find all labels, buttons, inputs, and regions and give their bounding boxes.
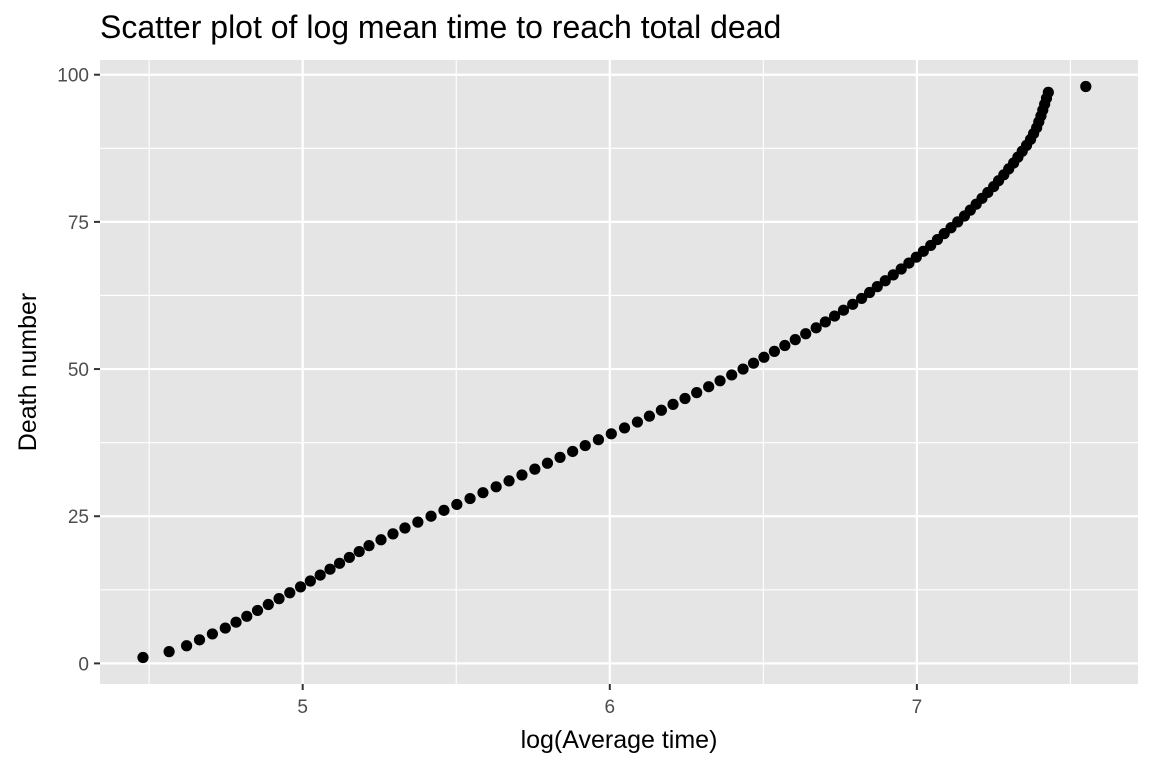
minor-gridlines — [100, 60, 1138, 684]
data-point — [726, 369, 738, 381]
data-point — [399, 522, 411, 534]
data-point — [284, 587, 296, 599]
x-tick-label: 7 — [912, 697, 923, 718]
data-point — [304, 575, 316, 587]
data-point — [837, 304, 850, 316]
data-point — [847, 298, 859, 310]
data-point — [314, 569, 326, 581]
axis-tick-labels: 5 6 7 0 25 50 75 100 — [57, 66, 922, 718]
data-point — [703, 381, 715, 393]
data-point — [592, 434, 605, 446]
data-point — [137, 651, 149, 664]
y-axis-title: Death number — [14, 293, 42, 451]
data-point — [363, 540, 375, 552]
data-point — [828, 310, 841, 322]
data-point — [768, 345, 780, 357]
data-point — [655, 404, 667, 416]
data-point — [503, 475, 515, 487]
data-points — [137, 80, 1092, 664]
y-tick-label: 50 — [68, 360, 89, 381]
data-point — [871, 281, 883, 293]
data-point — [230, 616, 242, 628]
data-point — [679, 392, 691, 405]
data-point — [324, 563, 336, 575]
chart-title: Scatter plot of log mean time to reach t… — [100, 9, 781, 45]
data-point — [879, 275, 891, 287]
x-tick-label: 5 — [297, 697, 308, 718]
data-point — [554, 451, 566, 463]
data-point — [451, 498, 463, 511]
y-tick-label: 100 — [57, 66, 89, 87]
major-gridlines — [100, 60, 1138, 684]
data-point — [375, 534, 387, 546]
data-point — [181, 640, 193, 652]
x-axis-title: log(Average time) — [521, 726, 718, 754]
data-point — [567, 445, 579, 458]
axis-ticks — [94, 73, 918, 690]
data-point — [294, 581, 307, 593]
data-point — [333, 557, 346, 569]
data-point — [605, 428, 617, 440]
y-tick-label: 75 — [68, 213, 89, 234]
y-tick-label: 25 — [68, 507, 89, 528]
data-point — [219, 622, 231, 634]
data-point — [1080, 80, 1092, 93]
data-point — [490, 481, 502, 493]
y-tick-label: 0 — [78, 654, 89, 675]
data-point — [251, 604, 264, 617]
data-point — [758, 351, 770, 363]
data-point — [887, 269, 899, 281]
data-point — [516, 469, 528, 481]
data-point — [353, 545, 365, 558]
data-point — [819, 316, 831, 328]
data-point — [343, 551, 355, 564]
data-point — [800, 328, 812, 340]
data-point — [714, 375, 726, 387]
data-point — [631, 416, 644, 428]
data-point — [262, 598, 274, 611]
data-point — [477, 487, 489, 499]
data-point — [895, 263, 907, 275]
data-point — [579, 439, 591, 452]
data-point — [789, 334, 801, 346]
data-point — [541, 457, 554, 469]
data-point — [691, 387, 703, 399]
data-point — [425, 510, 437, 522]
data-point — [643, 410, 656, 422]
data-point — [1042, 86, 1054, 98]
data-point — [193, 634, 206, 646]
data-point — [667, 398, 679, 410]
data-point — [779, 339, 791, 352]
data-point — [206, 628, 218, 640]
data-point — [618, 422, 631, 434]
data-point — [163, 646, 175, 658]
data-point — [747, 357, 760, 369]
data-point — [464, 492, 476, 505]
data-point — [273, 593, 285, 605]
data-point — [387, 528, 399, 540]
data-point — [438, 504, 450, 516]
x-tick-label: 6 — [604, 697, 615, 718]
data-point — [529, 463, 541, 475]
data-point — [241, 610, 253, 622]
data-point — [810, 322, 822, 334]
plot-panel — [100, 60, 1138, 684]
data-point — [856, 292, 868, 305]
data-point — [737, 363, 749, 375]
data-point — [412, 516, 424, 528]
data-point — [863, 286, 876, 299]
